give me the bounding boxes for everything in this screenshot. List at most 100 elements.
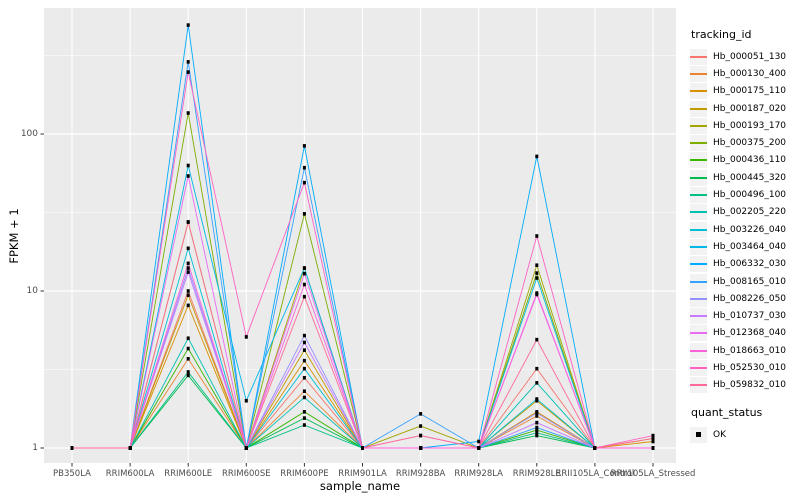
data-point <box>186 220 190 224</box>
data-point <box>651 433 655 438</box>
color-legend-items: Hb_000051_130 Hb_000130_400 Hb_000175_110 H… <box>690 48 798 394</box>
line-swatch-icon <box>690 83 707 100</box>
legend-item: Hb_010737_030 <box>690 307 798 325</box>
legend-item-label: Hb_052530_010 <box>713 362 787 373</box>
data-point <box>302 389 306 394</box>
y-tick-label: 10 <box>26 285 38 296</box>
data-point <box>535 276 539 280</box>
data-point <box>302 416 306 420</box>
legend-item-label: Hb_000496_100 <box>713 190 787 201</box>
legend-item: Hb_006332_030 <box>690 256 798 273</box>
data-point <box>535 263 539 267</box>
data-point <box>593 446 597 450</box>
legend-item-label: Hb_003226_040 <box>713 224 787 235</box>
shape-legend-title: quant_status <box>691 405 763 419</box>
line-swatch-icon <box>690 169 707 186</box>
data-point <box>302 423 306 427</box>
legend-item-label: Hb_059832_010 <box>713 380 787 391</box>
legend-item-label: Hb_003464_040 <box>713 241 787 252</box>
data-point <box>302 366 306 371</box>
line-swatch-icon <box>690 377 707 394</box>
line-swatch-icon <box>690 135 707 152</box>
x-tick-label: RRIM600PE <box>280 469 329 479</box>
gridlines <box>44 8 676 463</box>
shape-legend-item: OK <box>690 426 798 443</box>
legend-item-label: Hb_000193_170 <box>713 120 787 131</box>
line-swatch-icon <box>690 325 707 342</box>
legend-item-label: Hb_010737_030 <box>713 311 787 322</box>
data-point <box>419 424 423 428</box>
panel-background <box>44 8 676 463</box>
data-point <box>361 446 364 450</box>
data-point <box>419 433 423 438</box>
line-swatch-icon <box>690 342 707 359</box>
legend-item: Hb_000175_110 <box>690 83 798 100</box>
line-swatch-icon <box>690 65 707 82</box>
legend-item: Hb_000445_320 <box>690 169 798 186</box>
data-point <box>302 266 306 270</box>
legend-item: Hb_059832_010 <box>690 377 798 394</box>
data-point <box>186 266 190 270</box>
legend-item: Hb_002205_220 <box>690 204 798 221</box>
data-point <box>419 412 423 416</box>
line-swatch-icon <box>690 256 707 273</box>
legend-item: Hb_008165_010 <box>690 273 798 290</box>
data-point <box>186 270 190 274</box>
data-point <box>302 340 306 345</box>
y-tick-label: 100 <box>20 128 38 139</box>
data-point <box>535 366 539 371</box>
line-swatch-icon <box>690 100 707 117</box>
data-point <box>535 430 539 435</box>
legend-item: Hb_000051_130 <box>690 48 798 65</box>
x-tick-label: PB350LA <box>53 469 91 479</box>
legend-item-label: Hb_000375_200 <box>713 138 787 149</box>
data-points <box>70 23 655 450</box>
data-point <box>419 446 423 450</box>
legend-item-label: Hb_018663_010 <box>713 345 787 356</box>
legend-item: Hb_000436_110 <box>690 152 798 169</box>
line-swatch-icon <box>690 290 707 307</box>
data-point <box>302 180 306 185</box>
data-point <box>535 428 539 432</box>
x-tick-label: RRII105LA_Control <box>555 469 635 479</box>
data-point <box>186 336 190 341</box>
y-axis-title: FPKM + 1 <box>7 208 21 264</box>
data-point <box>535 414 539 418</box>
legend-item: Hb_000130_400 <box>690 65 798 82</box>
data-point <box>535 420 539 425</box>
legend-item-label: Hb_002205_220 <box>713 207 787 218</box>
line-swatch-icon <box>690 273 707 290</box>
data-point <box>302 395 306 400</box>
data-point <box>186 70 190 74</box>
line-swatch-icon <box>690 204 707 221</box>
data-point <box>302 375 306 380</box>
legend: tracking_id Hb_000051_130 Hb_000130_400 Hb… <box>690 28 798 443</box>
square-point-icon <box>696 432 701 438</box>
data-point <box>186 346 190 351</box>
data-point <box>244 398 248 403</box>
data-point <box>186 23 190 27</box>
legend-item: Hb_003464_040 <box>690 238 798 255</box>
x-tick-label: RRIM928LA <box>454 469 503 479</box>
legend-item: Hb_008226_050 <box>690 290 798 307</box>
shape-legend-item-label: OK <box>713 429 726 440</box>
x-tick-label: RRIM600LE <box>164 469 213 479</box>
data-point <box>302 333 306 338</box>
x-tick-label: RRIM928BA <box>395 469 446 479</box>
data-point <box>535 337 539 342</box>
data-point <box>651 439 655 444</box>
color-legend-title: tracking_id <box>691 28 752 41</box>
legend-item-label: Hb_000051_130 <box>713 51 787 62</box>
data-point <box>535 381 539 385</box>
data-point <box>535 425 539 430</box>
shape-legend: quant_status OK <box>690 406 798 443</box>
legend-item-label: Hb_012368_040 <box>713 328 787 339</box>
data-point <box>186 261 190 266</box>
y-tick-label: 1 <box>32 442 38 453</box>
x-tick-label: RRIM901LA <box>338 469 387 479</box>
data-point <box>186 370 190 374</box>
line-swatch-icon <box>690 308 707 325</box>
line-swatch-icon <box>690 117 707 134</box>
